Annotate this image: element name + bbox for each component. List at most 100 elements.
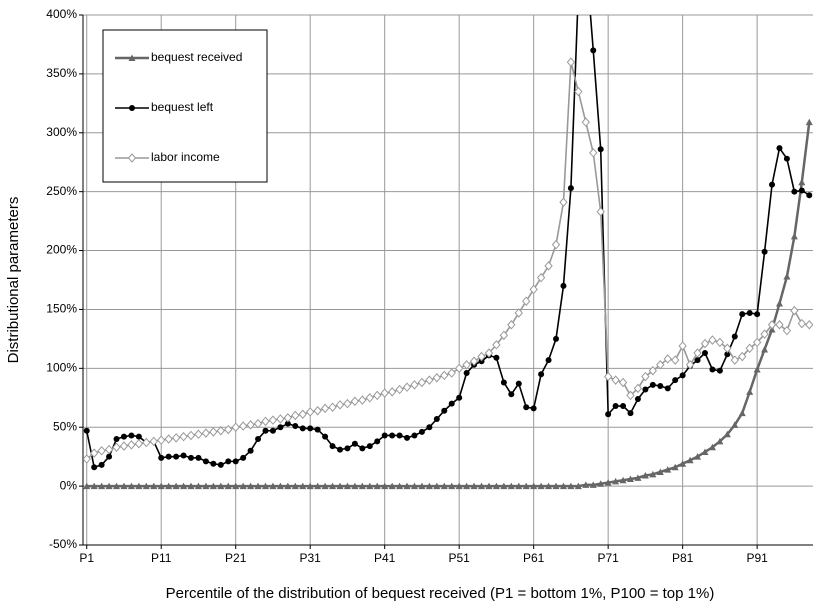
x-tick-label: P21 — [225, 551, 247, 565]
marker — [641, 371, 650, 382]
marker — [246, 420, 255, 430]
marker — [551, 239, 561, 250]
marker — [365, 393, 374, 403]
marker — [165, 453, 172, 460]
marker — [612, 477, 620, 485]
marker — [216, 425, 225, 436]
marker — [627, 475, 634, 483]
marker — [597, 480, 605, 487]
marker — [724, 351, 731, 358]
marker — [313, 405, 322, 416]
marker — [231, 422, 240, 432]
marker — [627, 410, 634, 417]
marker — [493, 354, 500, 361]
marker — [329, 443, 336, 450]
marker — [150, 482, 158, 490]
marker — [776, 145, 783, 152]
marker — [507, 482, 515, 490]
x-tick-label: P1 — [79, 551, 94, 565]
marker — [98, 482, 106, 490]
marker — [328, 402, 337, 412]
marker — [98, 461, 105, 468]
marker — [158, 454, 165, 461]
marker — [478, 482, 486, 490]
marker — [463, 482, 471, 490]
x-tick-label: P41 — [374, 551, 396, 565]
marker — [731, 333, 738, 340]
marker — [693, 348, 702, 358]
marker — [648, 365, 658, 376]
marker — [336, 482, 344, 490]
marker — [440, 482, 448, 490]
marker — [694, 357, 701, 364]
marker — [657, 383, 664, 389]
marker — [448, 400, 455, 407]
marker — [425, 375, 434, 385]
marker — [574, 482, 582, 490]
marker — [544, 261, 553, 271]
marker — [456, 394, 463, 401]
marker — [373, 390, 382, 401]
marker — [560, 282, 567, 289]
marker — [500, 482, 508, 490]
marker — [210, 460, 217, 467]
marker — [173, 453, 180, 460]
marker — [574, 86, 583, 97]
marker — [83, 427, 90, 434]
marker — [581, 117, 590, 127]
marker — [135, 433, 142, 440]
marker — [463, 370, 470, 377]
marker — [618, 377, 628, 388]
marker — [374, 438, 381, 445]
marker — [387, 387, 397, 397]
y-axis-title: Distributional parameters — [5, 197, 22, 364]
plot-area — [83, 15, 813, 490]
marker — [112, 442, 121, 453]
y-tick-label: 300% — [46, 125, 77, 139]
marker — [202, 482, 210, 490]
marker — [298, 409, 307, 420]
marker — [157, 482, 165, 490]
marker — [754, 311, 761, 318]
marker — [381, 482, 389, 490]
marker — [492, 482, 500, 490]
marker — [530, 482, 538, 490]
marker — [180, 482, 188, 490]
marker — [567, 185, 574, 192]
marker — [679, 460, 687, 467]
marker — [97, 446, 106, 456]
marker — [90, 482, 98, 490]
marker — [179, 431, 188, 442]
marker — [119, 441, 129, 451]
marker — [791, 188, 798, 195]
marker — [120, 433, 127, 440]
marker — [753, 366, 761, 373]
x-tick-label: P81 — [672, 551, 694, 565]
marker — [559, 482, 567, 490]
marker — [672, 377, 679, 384]
marker — [746, 388, 754, 395]
marker — [783, 272, 791, 280]
x-tick-label: P91 — [746, 551, 768, 565]
marker — [239, 482, 247, 490]
marker — [462, 360, 471, 370]
legend-marker — [128, 54, 136, 61]
marker — [767, 319, 777, 330]
marker — [350, 396, 360, 407]
marker — [201, 428, 211, 438]
marker — [769, 181, 776, 188]
marker — [135, 482, 143, 490]
marker — [291, 410, 300, 421]
marker — [283, 413, 293, 423]
marker — [597, 146, 604, 153]
x-axis-title: Percentile of the distribution of beques… — [166, 585, 715, 602]
marker — [626, 390, 635, 401]
marker — [739, 311, 746, 318]
marker — [314, 426, 321, 433]
marker — [448, 482, 456, 490]
marker — [410, 482, 418, 490]
marker — [559, 197, 568, 208]
x-tick-label: P51 — [448, 551, 470, 565]
